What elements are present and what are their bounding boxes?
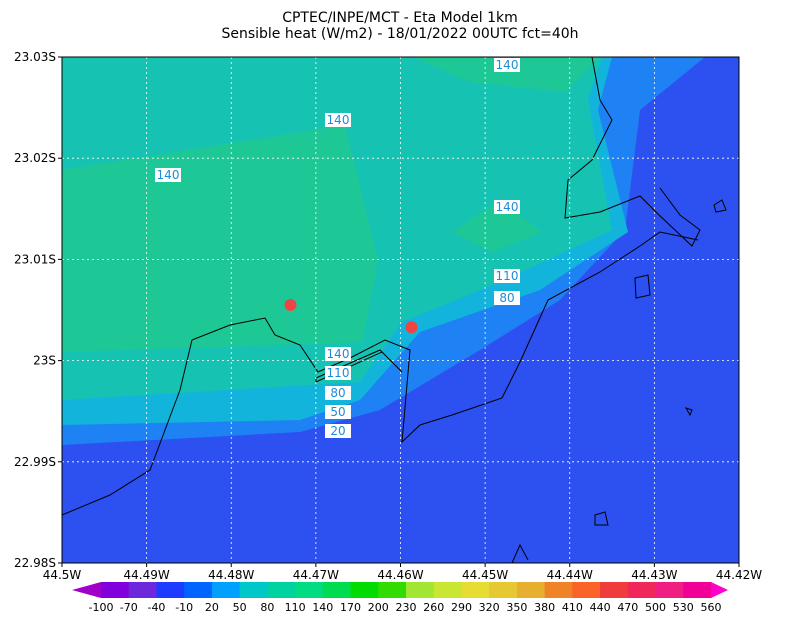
contour-label: 110: [496, 269, 519, 283]
contour-label-box: [325, 113, 351, 127]
colorbar-label: -70: [120, 601, 138, 614]
contour-label-box: [494, 200, 520, 214]
map-fill: [62, 57, 739, 563]
colorbar-end: [72, 582, 101, 598]
colorbar-box: [600, 582, 629, 598]
contour-label: 80: [330, 386, 345, 400]
colorbar-label: 170: [340, 601, 361, 614]
colorbar-box: [406, 582, 435, 598]
colorbar-box: [350, 582, 379, 598]
title: CPTEC/INPE/MCT - Eta Model 1km: [282, 10, 518, 26]
y-tick-label: 22.99S: [14, 455, 56, 469]
contour-label: 20: [330, 424, 345, 438]
contour-label-box: [325, 366, 351, 380]
colorbar-label: 290: [451, 601, 472, 614]
colorbar-label: 230: [396, 601, 417, 614]
coast-line: [511, 199, 727, 564]
contour-label: 140: [157, 168, 180, 182]
colorbar-label: -40: [147, 601, 165, 614]
colorbar-box: [378, 582, 407, 598]
y-tick-label: 23.01S: [14, 252, 56, 266]
colorbar-label: -10: [175, 601, 193, 614]
colorbar-label: 440: [590, 601, 611, 614]
contour-label-box: [325, 386, 351, 400]
colorbar-box: [461, 582, 490, 598]
colorbar-label: 320: [479, 601, 500, 614]
colorbar-label: 410: [562, 601, 583, 614]
colorbar-box: [101, 582, 130, 598]
colorbar-box: [683, 582, 712, 598]
x-tick-label: 44.49W: [124, 568, 170, 582]
colorbar-box: [627, 582, 657, 598]
colorbar-label: 350: [506, 601, 527, 614]
contour-label-box: [325, 347, 351, 361]
colorbar-box: [489, 582, 518, 598]
coast-line: [564, 56, 701, 247]
colorbar-label: 560: [701, 601, 722, 614]
station-point: [405, 321, 418, 334]
field-band: [452, 200, 542, 252]
colorbar-label: -100: [89, 601, 114, 614]
colorbar-end: [711, 582, 728, 598]
colorbar-box: [128, 582, 157, 598]
x-tick-label: 44.48W: [208, 568, 254, 582]
colorbar-label: 470: [617, 601, 638, 614]
colorbar-box: [156, 582, 185, 598]
y-tick-label: 22.98S: [14, 556, 56, 570]
x-tick-label: 44.5W: [43, 568, 82, 582]
colorbar-label: 530: [673, 601, 694, 614]
contour-label: 110: [327, 366, 350, 380]
colorbar-box: [572, 582, 601, 598]
x-tick-label: 44.45W: [462, 568, 508, 582]
contour-label: 140: [327, 347, 350, 361]
colorbar-box: [267, 582, 296, 598]
colorbar-label: 380: [534, 601, 555, 614]
contour-label: 140: [496, 58, 519, 72]
colorbar-box: [655, 582, 684, 598]
colorbar-box: [516, 582, 546, 598]
colorbar-label: 260: [423, 601, 444, 614]
colorbar-label: 110: [285, 601, 306, 614]
colorbar-label: 500: [645, 601, 666, 614]
colorbar-box: [322, 582, 352, 598]
colorbar-box: [184, 582, 213, 598]
colorbar-box: [239, 582, 268, 598]
coast-line: [61, 231, 699, 516]
y-tick-label: 23.02S: [14, 151, 56, 165]
contour-label: 140: [327, 113, 350, 127]
colorbar-label: 50: [233, 601, 247, 614]
x-tick-label: 44.42W: [716, 568, 762, 582]
contour-label-box: [325, 424, 351, 438]
contour-label: 80: [499, 291, 514, 305]
field-band: [412, 57, 600, 92]
x-tick-label: 44.46W: [377, 568, 423, 582]
x-tick-label: 44.44W: [547, 568, 593, 582]
contour-label-box: [155, 168, 181, 182]
contour-label-box: [494, 269, 520, 283]
colorbar-box: [211, 582, 241, 598]
contour-label-box: [494, 58, 520, 72]
x-tick-label: 44.43W: [631, 568, 677, 582]
contour-label-box: [494, 291, 520, 305]
station-point: [284, 298, 297, 311]
colorbar-label: 20: [205, 601, 219, 614]
subtitle: Sensible heat (W/m2) - 18/01/2022 00UTC …: [221, 26, 578, 42]
y-tick-label: 23.03S: [14, 50, 56, 64]
colorbar-label: 140: [312, 601, 333, 614]
colorbar-box: [295, 582, 324, 598]
colorbar-label: 200: [368, 601, 389, 614]
colorbar-box: [433, 582, 462, 598]
x-tick-label: 44.47W: [293, 568, 339, 582]
contour-label: 140: [496, 200, 519, 214]
contour-label: 50: [330, 405, 345, 419]
contour-label-box: [325, 405, 351, 419]
colorbar-box: [544, 582, 573, 598]
field-band: [62, 125, 378, 352]
y-tick-label: 23S: [33, 354, 56, 368]
colorbar-label: 80: [260, 601, 274, 614]
